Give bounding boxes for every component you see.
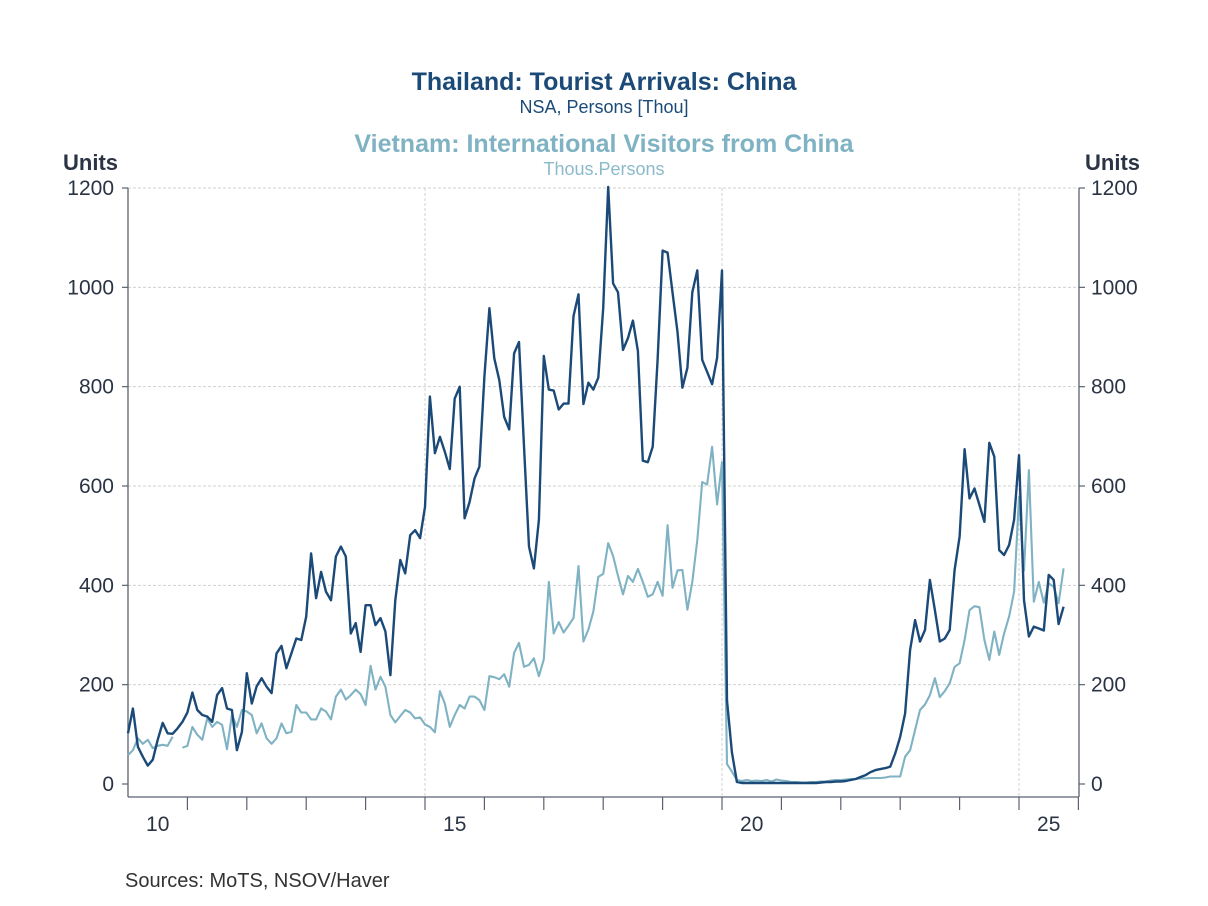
y-tick-label-right: 600 — [1091, 475, 1126, 498]
y-tick-label-left: 200 — [79, 674, 114, 697]
y-tick-label-left: 400 — [79, 574, 114, 597]
y-tick-label-right: 1000 — [1091, 276, 1138, 299]
series-line-vietnam — [127, 445, 1065, 784]
x-tick-label: 20 — [740, 813, 763, 836]
y-tick-label-right: 0 — [1091, 773, 1103, 796]
y-tick-label-right: 1200 — [1091, 177, 1138, 200]
y-tick-label-left: 800 — [79, 376, 114, 399]
x-tick-label: 10 — [146, 813, 169, 836]
y-tick-label-right: 400 — [1091, 574, 1126, 597]
y-tick-label-left: 1000 — [67, 276, 114, 299]
axes — [122, 187, 1085, 810]
x-tick-label: 25 — [1037, 813, 1060, 836]
chart-subtitle-thailand: NSA, Persons [Thou] — [519, 97, 689, 117]
y-tick-label-right: 200 — [1091, 674, 1126, 697]
y-axis-left-label: Units — [63, 150, 118, 175]
chart-title-thailand: Thailand: Tourist Arrivals: China — [411, 68, 797, 96]
y-tick-label-right: 800 — [1091, 376, 1126, 399]
chart-title-vietnam: Vietnam: International Visitors from Chi… — [354, 130, 854, 158]
tick-labels: 0 0 200 200 400 400 600 600 800 800 1000 1000 1200 12… — [67, 177, 1137, 836]
y-tick-label-left: 1200 — [67, 177, 114, 200]
y-tick-label-left: 0 — [102, 773, 114, 796]
chart-subtitle-vietnam: Thous.Persons — [543, 159, 665, 179]
y-axis-right-label: Units — [1085, 150, 1140, 175]
chart-source: Sources: MoTS, NSOV/Haver — [125, 870, 390, 892]
y-tick-label-left: 600 — [79, 475, 114, 498]
x-tick-label: 15 — [443, 813, 466, 836]
series-lines — [126, 185, 1065, 785]
series-line-thailand — [126, 185, 1065, 785]
